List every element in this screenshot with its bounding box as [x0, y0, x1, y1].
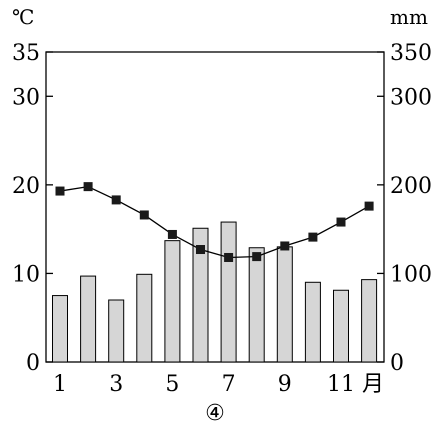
temperature-point [139, 210, 149, 220]
x-tick-label: 9 [278, 372, 292, 397]
temperature-point [224, 252, 234, 262]
precipitation-bar [304, 281, 321, 363]
left-unit-label: ℃ [12, 5, 34, 29]
right-tick-label: 0 [390, 351, 404, 376]
left-tick-label: 30 [12, 85, 40, 110]
left-tick-label: 35 [12, 41, 40, 66]
x-tick-label: 11 [327, 372, 355, 397]
right-tick-label: 350 [390, 41, 432, 66]
temperature-point [111, 195, 121, 205]
precipitation-bar [108, 299, 125, 363]
temperature-point [364, 201, 374, 211]
precipitation-bar [361, 279, 378, 363]
precipitation-bar [220, 221, 237, 363]
temperature-line [55, 182, 374, 262]
x-tick-label: 5 [165, 372, 179, 397]
precipitation-bar [80, 275, 97, 363]
right-tick-label: 200 [390, 174, 432, 199]
left-tick-label: 0 [26, 351, 40, 376]
left-tick-label: 10 [12, 262, 40, 287]
left-tick-label: 20 [12, 174, 40, 199]
precipitation-bar [276, 246, 293, 363]
precipitation-bar [333, 289, 349, 363]
temperature-point [252, 252, 262, 262]
x-tick-label: 3 [109, 372, 123, 397]
right-tick-label: 100 [390, 262, 432, 287]
chart-caption: ④ [205, 401, 225, 426]
precipitation-bar [52, 295, 68, 363]
precipitation-bar [136, 273, 153, 363]
precipitation-bar [248, 247, 265, 363]
precipitation-bar [164, 240, 181, 363]
month-unit-label: 月 [362, 372, 384, 397]
temperature-point [280, 241, 290, 251]
temperature-point [167, 229, 177, 239]
x-tick-label: 1 [53, 372, 67, 397]
plot-frame [45, 51, 385, 363]
temperature-point [55, 186, 65, 196]
temperature-point [83, 182, 93, 192]
precipitation-bars [52, 221, 378, 363]
temperature-point [308, 232, 318, 242]
temperature-series-line [59, 185, 370, 259]
x-tick-label: 7 [222, 372, 236, 397]
precipitation-bar [192, 227, 209, 363]
temperature-point [336, 217, 346, 227]
right-tick-label: 300 [390, 85, 432, 110]
right-unit-label: mm [390, 5, 428, 29]
temperature-point [196, 245, 205, 255]
